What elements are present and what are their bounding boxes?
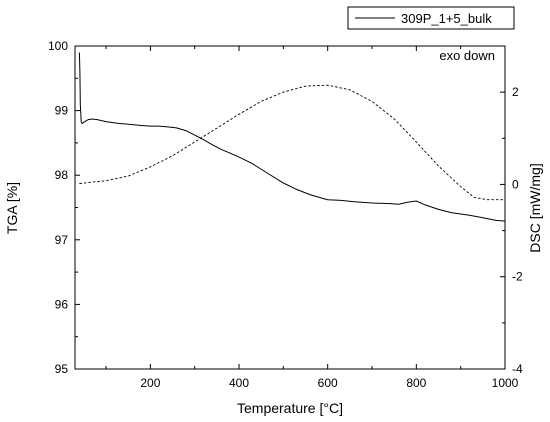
- x-tick-label: 800: [406, 376, 426, 390]
- y-left-tick-label: 96: [55, 297, 69, 311]
- plot-frame: [74, 45, 506, 370]
- y-axis-title-right: DSC [mW/mg]: [527, 163, 543, 252]
- y-left-tick-label: 97: [55, 233, 69, 247]
- x-tick-label: 1000: [492, 376, 519, 390]
- y-left-tick-label: 99: [55, 104, 69, 118]
- dsc-series-line: [79, 84, 505, 201]
- series-layer: [78, 52, 506, 222]
- y-left-tick-label: 100: [48, 39, 68, 53]
- legend-label-309P: 309P_1+5_bulk: [401, 11, 492, 26]
- y-left-tick-label: 98: [55, 168, 69, 182]
- y-right-tick-label: -2: [512, 270, 523, 284]
- exo-down-annotation: exo down: [439, 48, 495, 63]
- legend-box: [347, 6, 515, 30]
- tga-series-line: [78, 52, 506, 222]
- x-tick-label: 200: [140, 376, 160, 390]
- x-tick-label: 400: [229, 376, 249, 390]
- y-right-tick-label: -4: [512, 362, 523, 376]
- legend: 309P_1+5_bulk: [347, 6, 515, 30]
- y-left-tick-label: 95: [55, 362, 69, 376]
- ticks-layer: 200 400 600 800 1000 95 96 97 98 99 100 -4 -2 0 2: [48, 39, 523, 390]
- y-right-tick-label: 2: [512, 85, 519, 99]
- x-tick-label: 600: [318, 376, 338, 390]
- x-axis-title: Temperature [°C]: [237, 400, 343, 416]
- y-right-tick-label: 0: [512, 177, 519, 191]
- y-axis-title-left: TGA [%]: [4, 182, 20, 234]
